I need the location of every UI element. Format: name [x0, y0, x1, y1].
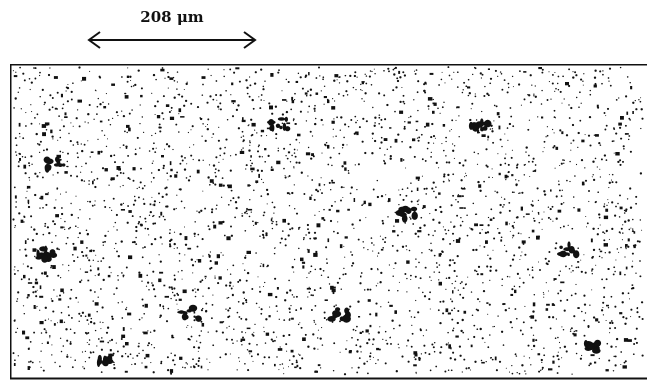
scale-bar-arrow [87, 31, 257, 49]
scale-bar: 208 μm [84, 4, 260, 56]
scale-bar-label: 208 μm [140, 8, 204, 26]
particle-field [12, 66, 644, 376]
micrograph-image [10, 64, 647, 380]
micrograph-border [10, 64, 647, 380]
